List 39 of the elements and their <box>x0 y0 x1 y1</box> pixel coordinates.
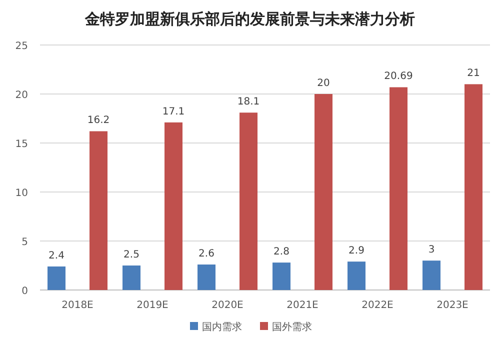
bar <box>48 266 66 290</box>
y-tick-label: 25 <box>15 41 28 52</box>
x-tick-label: 2023E <box>436 300 468 311</box>
data-label: 20.69 <box>384 71 413 82</box>
bar <box>122 266 140 290</box>
legend-label: 国外需求 <box>272 321 312 333</box>
data-label: 21 <box>467 68 480 80</box>
y-tick-label: 5 <box>22 237 28 248</box>
legend-label: 国内需求 <box>202 321 242 333</box>
bar <box>314 94 332 290</box>
bar <box>198 264 216 290</box>
y-tick-label: 20 <box>15 90 28 101</box>
data-label: 2.4 <box>48 250 64 262</box>
bar <box>390 87 408 290</box>
bar <box>164 122 182 290</box>
data-label: 17.1 <box>162 106 185 118</box>
x-tick-label: 2021E <box>286 300 318 311</box>
data-label: 2.5 <box>124 250 140 260</box>
data-label: 2.6 <box>198 248 214 260</box>
data-label: 3 <box>428 244 435 256</box>
bar <box>464 84 482 290</box>
x-tick-label: 2020E <box>212 300 244 311</box>
y-tick-label: 10 <box>15 188 28 199</box>
data-label: 16.2 <box>87 115 110 126</box>
x-tick-label: 2022E <box>362 300 394 311</box>
x-tick-label: 2019E <box>136 300 168 311</box>
data-label: 2.8 <box>274 246 290 258</box>
y-tick-label: 15 <box>15 139 28 150</box>
chart-title: 金特罗加盟新俱乐部后的发展前景与未来潜力分析 <box>84 10 415 28</box>
bar <box>422 260 440 290</box>
data-label: 20 <box>317 78 330 89</box>
y-tick-label: 0 <box>22 286 28 297</box>
bar <box>90 131 108 290</box>
bar <box>348 262 366 290</box>
data-label: 2.9 <box>348 246 364 257</box>
bar <box>272 262 290 290</box>
x-tick-label: 2018E <box>62 300 94 311</box>
bar <box>240 112 258 290</box>
data-label: 18.1 <box>237 96 260 108</box>
